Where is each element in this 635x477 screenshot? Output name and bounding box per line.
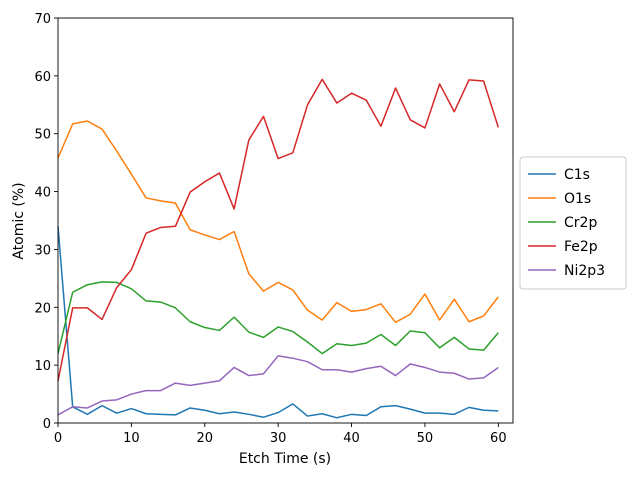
series-line-o1s (57, 120, 499, 324)
y-tick-label: 60 (34, 70, 51, 85)
y-tick-label: 50 (34, 128, 51, 143)
y-tick-label: 70 (34, 12, 51, 27)
y-tick-label: 40 (34, 186, 51, 201)
plot-area (57, 78, 500, 419)
legend-label-o1s: O1s (564, 191, 591, 207)
plot-frame (57, 17, 514, 424)
axes: 0 10 20 30 40 50 60 0 10 20 30 40 50 60 70 (34, 12, 514, 446)
y-tick-label: 20 (34, 301, 51, 316)
x-tick-label: 30 (270, 431, 287, 446)
x-tick-label: 10 (123, 431, 140, 446)
y-tick-label: 30 (34, 243, 51, 258)
legend-label-cr2p: Cr2p (564, 215, 597, 231)
y-tick-label: 10 (34, 359, 51, 374)
series-line-fe2p (57, 78, 500, 381)
series-line-c1s (57, 226, 499, 419)
legend: C1s O1s Cr2p Fe2p Ni2p3 (519, 156, 627, 290)
x-axis-label: Etch Time (s) (239, 451, 331, 467)
series-line-ni2p3 (57, 355, 499, 416)
legend-box (519, 156, 627, 290)
y-axis-label: Atomic (%) (11, 182, 27, 259)
x-tick-label: 0 (54, 431, 62, 446)
x-tick-label: 50 (417, 431, 434, 446)
legend-label-c1s: C1s (564, 167, 590, 183)
legend-label-ni2p3: Ni2p3 (564, 263, 605, 279)
x-tick-label: 40 (343, 431, 360, 446)
y-tick-label: 0 (43, 417, 51, 432)
x-tick-label: 20 (197, 431, 214, 446)
series-line-cr2p (57, 281, 499, 355)
legend-label-fe2p: Fe2p (564, 239, 598, 255)
x-tick-label: 60 (490, 431, 507, 446)
